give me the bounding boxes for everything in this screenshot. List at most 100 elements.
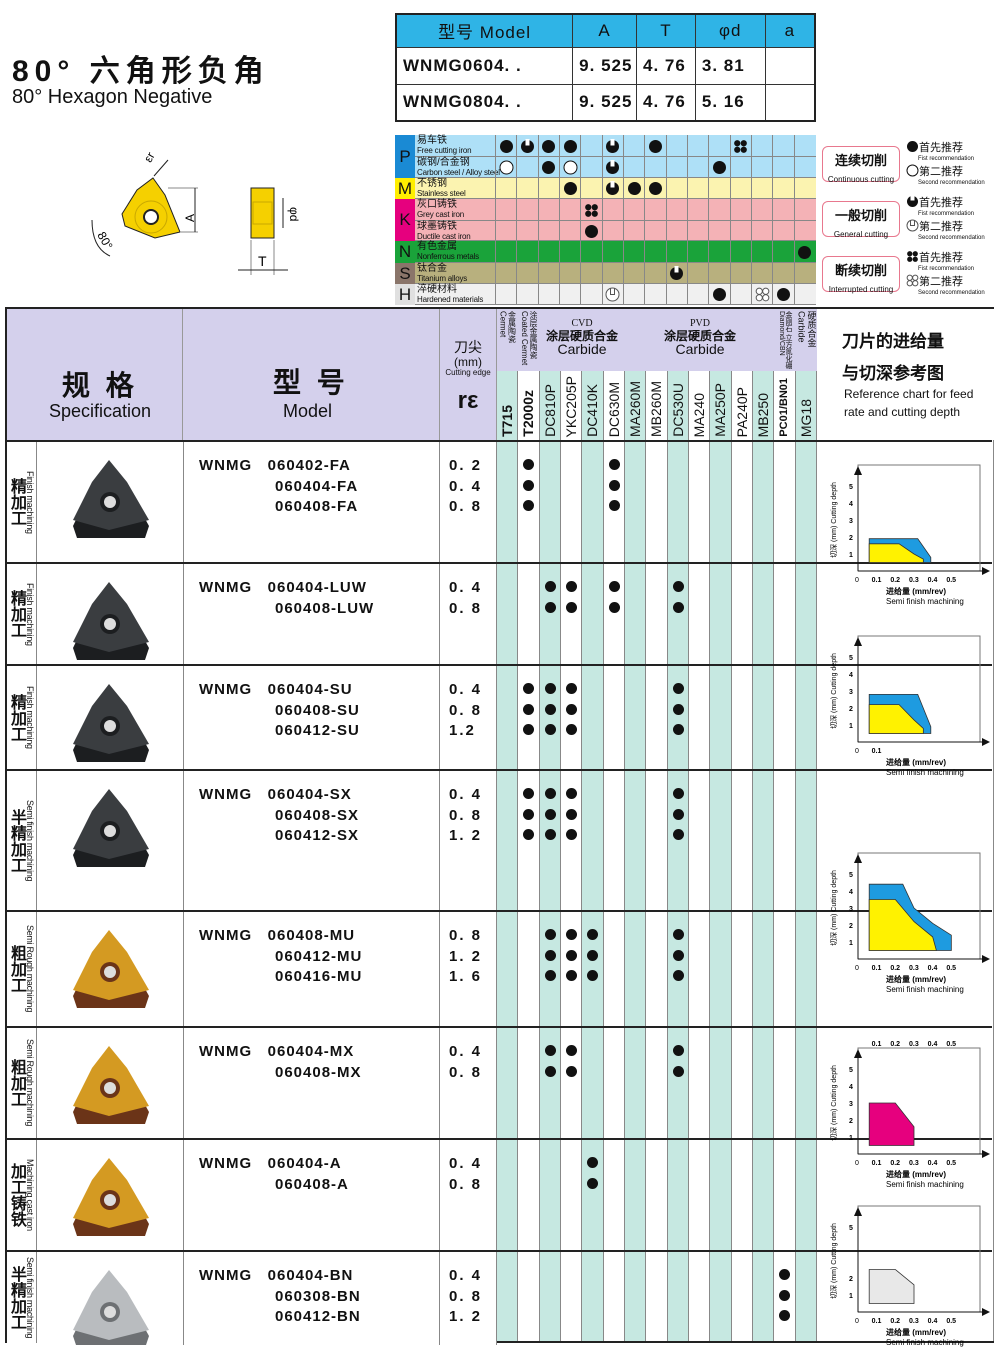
model-header: 型 号 Model [183,309,440,440]
material-grade-cell [516,241,537,263]
cermet-group-label: 金属陶瓷 Cermet [498,311,517,343]
x-tick-label: 0.3 [909,1318,919,1325]
x-axis-label: 进给量 (mm/rev) [886,757,946,767]
model-number: WNMG 060402-FA [199,457,351,474]
page-title-cn: 80° 六角形负角 [12,55,270,88]
full-recommendation-icon [544,703,556,715]
material-grade-cell [622,199,644,221]
material-grade-cell [495,241,516,263]
corner-radius: 0. 8 [449,1063,483,1081]
chart-header-cn-2: 与切深参考图 [842,364,944,383]
material-grade-cell [495,178,516,199]
model-number: 060416-MU [275,968,363,985]
material-grade-cell [495,221,516,241]
material-grade-cell [601,199,623,221]
corner-radius-list: 0. 4 0. 8 [449,578,482,619]
feed-depth-chart: 1 2 3 4 5 0 0.1 0.2 0.3 0.4 0.5 切深 (mm) Cutting dep… [829,852,990,994]
full-recommendation-icon [587,1157,599,1168]
model-header-cn: 型 号 [273,367,349,398]
grade-availability-dot [672,682,685,700]
feed-depth-chart: 1 2 5 0 0.1 0.2 0.3 0.4 0.5 切深 (mm) Cutting depth… [829,1205,990,1347]
machining-category: Finish machining 精加工 [7,442,37,562]
x-tick-label: 0 [855,965,859,972]
y-axis-arrow [854,1207,862,1216]
y-tick-label: 5 [849,655,853,662]
material-grade-cell [665,178,687,199]
insert-photo [37,564,184,666]
material-grade-cell [644,241,665,263]
material-grade-cell [686,135,708,157]
material-grade-cell [537,157,559,178]
model-list: WNMG 060404-MX 060408-MX [199,1042,362,1083]
full-recommendation-icon [672,724,684,735]
full-recommendation-icon [544,929,556,940]
material-grade-cell [708,263,729,284]
material-grade-cell [665,199,687,221]
material-grade-cell [772,199,793,221]
insert-photo [37,1140,184,1252]
material-grade-cell [516,284,537,305]
full-recommendation-icon [776,288,790,301]
general2-recommendation-icon [906,219,919,232]
grade-availability-dot [522,479,535,497]
material-label: 淬硬材料 Hardened materials [417,284,484,305]
hollow-recommendation-icon [563,160,578,175]
corner-radius-list: 0. 2 0. 4 0. 8 [449,456,482,518]
y-tick-label: 3 [849,689,853,696]
model-list: WNMG 060404-BN 060308-BN 060412-BN [199,1266,361,1328]
full-recommendation-icon [565,970,577,981]
x-tick-label: 0.2 [890,1160,900,1167]
full-recommendation-icon [712,161,726,174]
y-axis-label: 切深 (mm) Cutting depth [829,870,838,946]
insert-photo [37,912,184,1028]
y-tick-label: 5 [849,872,853,879]
grade-availability-dot [544,808,557,826]
grade-availability-dot [672,787,685,805]
material-grade-cell [750,241,772,263]
grade-availability-dot [672,949,685,967]
full-recommendation-icon [565,929,577,940]
y-tick-label: 2 [849,535,853,542]
material-grade-cell [750,221,772,241]
full-recommendation-icon [544,829,556,840]
corner-radius: 1. 6 [449,968,483,985]
grade-header-dc530u: DC530U [667,371,689,440]
grade-availability-dot [522,458,535,476]
material-grade-cell [686,284,708,305]
model-number: WNMG 060408-MU [199,927,356,944]
full-recommendation-icon [587,929,599,940]
grade-availability-dot [608,601,621,619]
grade-availability-dot [778,1268,791,1286]
model-number: 060408-A [275,1175,349,1193]
full-recommendation-icon [672,808,684,820]
feed-depth-chart: 1 2 3 4 5 0 0.1 0.2 0.3 0.4 0.5 0.1 0.2 0.3 0.4 0.5 切深 (… [829,1041,990,1189]
corner-radius: 0. 4 [449,1267,483,1284]
grade-availability-dot [565,601,578,619]
model-list: WNMG 060402-FA 060404-FA 060408-FA [199,456,358,518]
grade-header-t715: T715 [497,371,519,440]
dim-label-A: A [183,214,197,222]
legend-first: 首先推荐 Fist recommendation [906,195,974,218]
machining-category: Semi finish machining 半精加工 [7,1252,37,1343]
general-recommendation-icon [520,138,534,153]
model-list: WNMG 060404-LUW 060408-LUW [199,578,374,619]
grade-availability-dot [778,1309,791,1327]
material-grade-cell [601,135,623,157]
insert-row: Semi finish machining 半精加工 WNMG 060404-SX 0… [7,769,992,912]
x-tick-label: 0.1 [872,965,882,972]
x-axis-label: 进给量 (mm/rev) [886,1327,946,1337]
full-recommendation-icon [563,139,577,153]
y-axis-label: 切深 (mm) Cutting depth [829,482,838,558]
machining-category: Finish machining 精加工 [7,564,37,664]
full-recommendation-icon [779,1310,791,1321]
grade-header-t2000z: T2000z [518,371,540,440]
chart-caption: Semi finish machining [886,1338,964,1347]
material-grade-cell [793,135,815,157]
material-row: 碳钢/合金钢 Carbon steel / Alloy steel [395,157,816,178]
material-grade-cell [516,263,537,284]
material-grade-cell [729,199,751,221]
material-grade-cell [558,199,580,221]
machining-category: Semi Rough machining 粗加工 [7,912,37,1026]
spec-table: 型号 Model A T φd a WNMG0604. . 9. 525 4. 76… [395,13,816,122]
corner-radius: 1.2 [449,722,476,739]
